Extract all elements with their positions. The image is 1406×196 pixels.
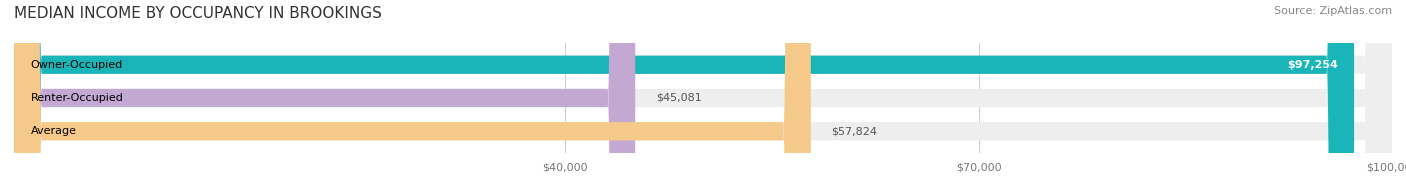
- FancyBboxPatch shape: [14, 0, 1354, 196]
- Text: Average: Average: [31, 126, 76, 136]
- FancyBboxPatch shape: [14, 0, 1392, 196]
- FancyBboxPatch shape: [14, 0, 1392, 196]
- Text: Renter-Occupied: Renter-Occupied: [31, 93, 124, 103]
- Text: $97,254: $97,254: [1286, 60, 1337, 70]
- Text: Source: ZipAtlas.com: Source: ZipAtlas.com: [1274, 6, 1392, 16]
- Text: $57,824: $57,824: [831, 126, 877, 136]
- Text: $45,081: $45,081: [655, 93, 702, 103]
- FancyBboxPatch shape: [14, 0, 811, 196]
- FancyBboxPatch shape: [14, 0, 1392, 196]
- Text: Owner-Occupied: Owner-Occupied: [31, 60, 122, 70]
- FancyBboxPatch shape: [14, 0, 636, 196]
- Text: MEDIAN INCOME BY OCCUPANCY IN BROOKINGS: MEDIAN INCOME BY OCCUPANCY IN BROOKINGS: [14, 6, 382, 21]
